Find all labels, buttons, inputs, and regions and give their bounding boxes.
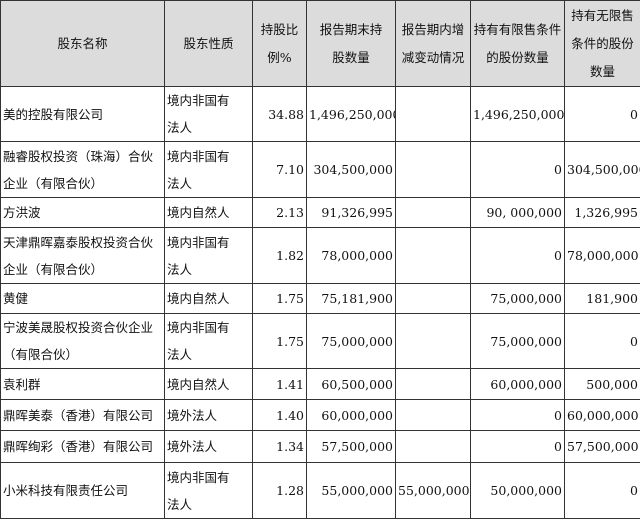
cell-shares: 75,181,900 <box>307 284 396 314</box>
cell-change: 55,000,000 <box>396 463 471 519</box>
cell-unrestricted: 78,000,000 <box>565 228 640 284</box>
cell-name: 美的控股有限公司 <box>1 87 165 142</box>
cell-name: 宁波美晟股权投资合伙企业（有限合伙） <box>1 314 165 369</box>
cell-change <box>396 228 471 284</box>
cell-unrestricted: 0 <box>565 87 640 142</box>
cell-shares: 91,326,995 <box>307 198 396 228</box>
cell-change <box>396 369 471 400</box>
cell-pct: 1.82 <box>253 228 307 284</box>
cell-shares: 60,500,000 <box>307 369 396 400</box>
cell-pct: 1.28 <box>253 463 307 519</box>
header-row: 股东名称 股东性质 持股比例% 报告期末持股数量 报告期内增减变动情况 持有有限… <box>1 1 640 87</box>
header-change: 报告期内增减变动情况 <box>396 1 471 87</box>
cell-restricted: 60,000,000 <box>471 369 565 400</box>
cell-shares: 57,500,000 <box>307 431 396 463</box>
cell-shares: 1,496,250,000 <box>307 87 396 142</box>
cell-type: 境内非国有法人 <box>165 142 253 198</box>
cell-name: 鼎晖绚彩（香港）有限公司 <box>1 431 165 463</box>
header-pct: 持股比例% <box>253 1 307 87</box>
cell-change <box>396 400 471 431</box>
cell-restricted: 0 <box>471 142 565 198</box>
cell-change <box>396 87 471 142</box>
cell-pct: 1.34 <box>253 431 307 463</box>
cell-change <box>396 198 471 228</box>
header-shares: 报告期末持股数量 <box>307 1 396 87</box>
cell-type: 境内非国有法人 <box>165 228 253 284</box>
cell-shares: 304,500,000 <box>307 142 396 198</box>
cell-restricted: 75,000,000 <box>471 284 565 314</box>
cell-unrestricted: 60,000,000 <box>565 400 640 431</box>
cell-name: 小米科技有限责任公司 <box>1 463 165 519</box>
cell-change <box>396 284 471 314</box>
cell-unrestricted: 181,900 <box>565 284 640 314</box>
cell-unrestricted: 0 <box>565 314 640 369</box>
cell-type: 境内自然人 <box>165 369 253 400</box>
cell-type: 境内自然人 <box>165 198 253 228</box>
cell-pct: 1.40 <box>253 400 307 431</box>
cell-shares: 78,000,000 <box>307 228 396 284</box>
cell-shares: 55,000,000 <box>307 463 396 519</box>
cell-type: 境内非国有法人 <box>165 463 253 519</box>
cell-name: 鼎晖美泰（香港）有限公司 <box>1 400 165 431</box>
cell-restricted: 0 <box>471 400 565 431</box>
header-type: 股东性质 <box>165 1 253 87</box>
cell-change <box>396 431 471 463</box>
cell-name: 融睿股权投资（珠海）合伙企业（有限合伙） <box>1 142 165 198</box>
cell-type: 境内非国有法人 <box>165 314 253 369</box>
cell-shares: 60,000,000 <box>307 400 396 431</box>
header-restricted: 持有有限售条件的股份数量 <box>471 1 565 87</box>
cell-type: 境外法人 <box>165 431 253 463</box>
cell-name: 袁利群 <box>1 369 165 400</box>
cell-change <box>396 142 471 198</box>
cell-pct: 1.75 <box>253 284 307 314</box>
cell-pct: 7.10 <box>253 142 307 198</box>
cell-shares: 75,000,000 <box>307 314 396 369</box>
cell-unrestricted: 57,500,000 <box>565 431 640 463</box>
cell-type: 境外法人 <box>165 400 253 431</box>
cell-unrestricted: 304,500,000 <box>565 142 640 198</box>
cell-restricted: 0 <box>471 431 565 463</box>
cell-name: 黄健 <box>1 284 165 314</box>
cell-restricted: 50,000,000 <box>471 463 565 519</box>
cell-restricted: 1,496,250,000 <box>471 87 565 142</box>
cell-type: 境内非国有法人 <box>165 87 253 142</box>
cell-name: 方洪波 <box>1 198 165 228</box>
cell-unrestricted: 500,000 <box>565 369 640 400</box>
cell-pct: 1.41 <box>253 369 307 400</box>
cell-name: 天津鼎晖嘉泰股权投资合伙企业（有限合伙） <box>1 228 165 284</box>
cell-restricted: 90, 000,000 <box>471 198 565 228</box>
cell-unrestricted: 0 <box>565 463 640 519</box>
cell-restricted: 0 <box>471 228 565 284</box>
header-name: 股东名称 <box>1 1 165 87</box>
header-unrestricted: 持有无限售条件的股份数量 <box>565 1 640 87</box>
cell-pct: 2.13 <box>253 198 307 228</box>
cell-restricted: 75,000,000 <box>471 314 565 369</box>
cell-type: 境内自然人 <box>165 284 253 314</box>
cell-pct: 1.75 <box>253 314 307 369</box>
cell-change <box>396 314 471 369</box>
cell-pct: 34.88 <box>253 87 307 142</box>
cell-unrestricted: 1,326,995 <box>565 198 640 228</box>
